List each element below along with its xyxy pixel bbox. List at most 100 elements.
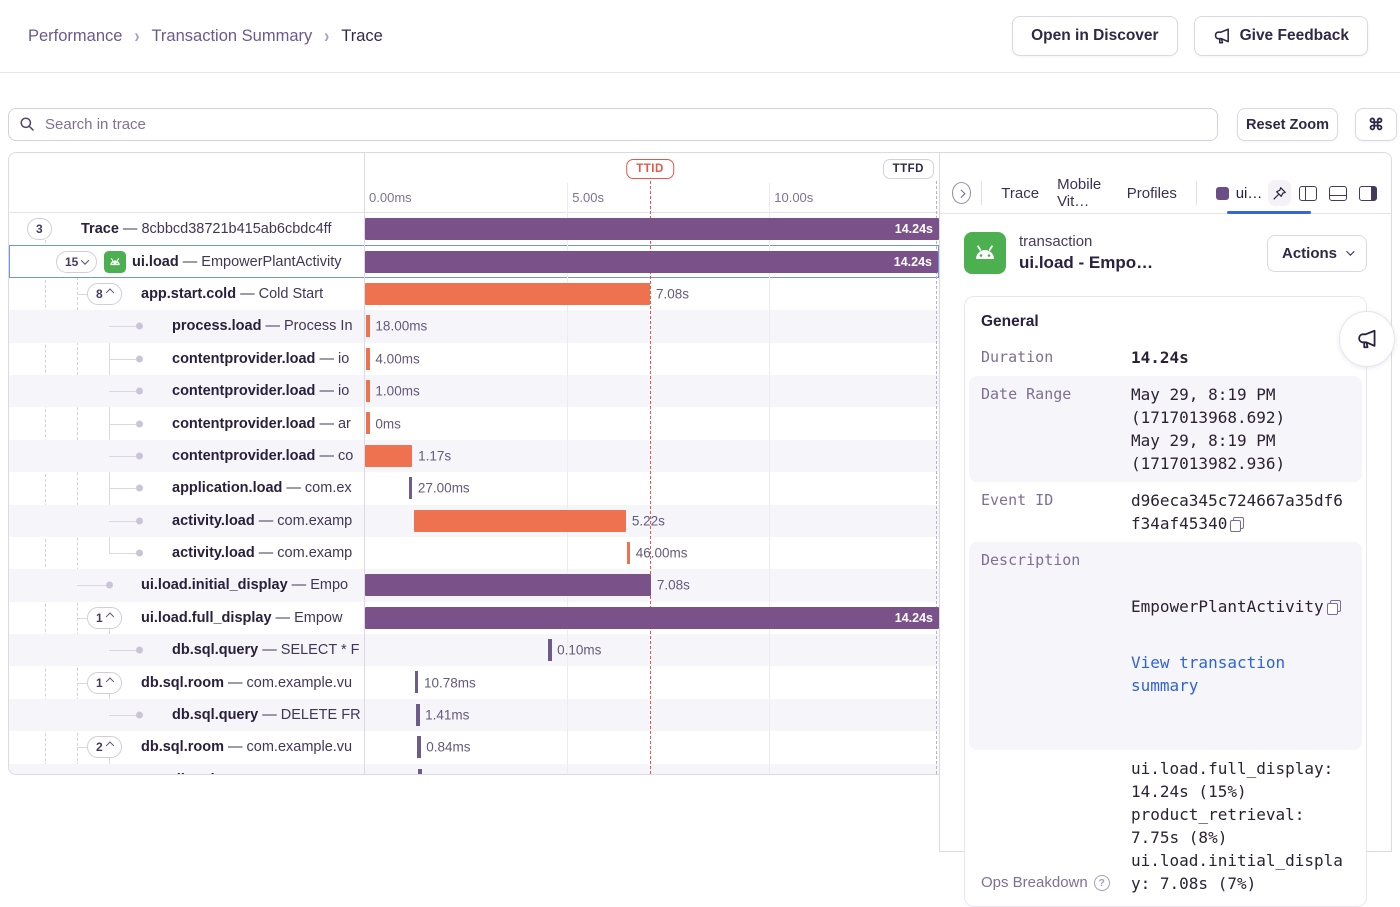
- span-count-badge[interactable]: 1: [87, 606, 122, 629]
- tab-mobile-vit[interactable]: Mobile Vit…: [1057, 176, 1102, 210]
- tab-ui-load-active[interactable]: ui…: [1207, 185, 1269, 202]
- feedback-floating-button[interactable]: [1339, 311, 1395, 367]
- timeline-row[interactable]: 27.00ms: [365, 472, 939, 504]
- span-tick[interactable]: [366, 412, 370, 435]
- timeline-row[interactable]: 1.00ms: [365, 374, 939, 408]
- tree-row[interactable]: 8 app.start.cold — Cold Start: [9, 278, 364, 310]
- trace-waterfall: 3 Trace — 8cbbcd38721b415ab6cbdc4ff 15 ui.l…: [8, 152, 939, 775]
- timeline-row[interactable]: 4.00ms: [365, 343, 939, 375]
- span-count-badge[interactable]: 15: [56, 250, 98, 273]
- timeline-row[interactable]: 14.24s: [365, 213, 939, 245]
- span-bar[interactable]: [414, 509, 626, 532]
- tree-row[interactable]: contentprovider.load — co: [9, 439, 364, 473]
- tree-row[interactable]: 1 ui.load.full_display — Empow: [9, 602, 364, 634]
- give-feedback-button[interactable]: Give Feedback: [1193, 16, 1368, 56]
- detail-panel: Trace Mobile Vit… Profiles ui…: [939, 152, 1395, 907]
- pin-tab-button[interactable]: [1268, 180, 1292, 206]
- tree-row[interactable]: contentprovider.load — io: [9, 343, 364, 375]
- tree-row[interactable]: 15 ui.load — EmpowerPlantActivity: [9, 245, 364, 278]
- copy-icon[interactable]: [1326, 600, 1341, 615]
- span-tick[interactable]: [366, 379, 370, 402]
- span-count-badge[interactable]: 8: [87, 282, 122, 305]
- open-in-discover-button[interactable]: Open in Discover: [1012, 16, 1178, 56]
- timeline-row[interactable]: 46.00ms: [365, 537, 939, 569]
- timeline-row[interactable]: 1.41ms: [365, 698, 939, 732]
- span-bar[interactable]: [365, 444, 413, 467]
- timeline-row[interactable]: 7.08s: [365, 569, 939, 602]
- timeline-row[interactable]: 14.24s: [365, 602, 939, 634]
- span-bar[interactable]: [365, 282, 650, 305]
- tree-row[interactable]: application.load — com.ex: [9, 472, 364, 504]
- open-in-discover-label: Open in Discover: [1031, 27, 1159, 44]
- tree-row[interactable]: activity.load — com.examp: [9, 537, 364, 569]
- view-transaction-summary-link[interactable]: View transaction summary: [1131, 653, 1295, 695]
- tree-row[interactable]: process.load — Process In: [9, 310, 364, 343]
- span-bar[interactable]: 14.24s: [365, 606, 939, 629]
- tree-row[interactable]: db.sql.query — DELETE FR: [9, 698, 364, 732]
- span-count-badge[interactable]: 1: [87, 671, 122, 694]
- actions-button[interactable]: Actions: [1266, 234, 1367, 272]
- span-bar[interactable]: 14.24s: [365, 218, 939, 240]
- span-tick[interactable]: [414, 671, 419, 694]
- span-tick[interactable]: [418, 768, 422, 774]
- tab-profiles[interactable]: Profiles: [1126, 184, 1177, 202]
- timeline-row[interactable]: 0.10ms: [365, 634, 939, 667]
- layout-left-panel-icon[interactable]: [1299, 185, 1318, 201]
- span-tick[interactable]: [548, 639, 552, 662]
- tree-row[interactable]: 3 Trace — 8cbbcd38721b415ab6cbdc4ff: [9, 213, 364, 245]
- tree-row[interactable]: activity.load — com.examp: [9, 504, 364, 537]
- description-row: Description EmpowerPlantActivity View tr…: [969, 542, 1362, 750]
- span-tick[interactable]: [626, 541, 631, 564]
- tree-row[interactable]: ui.load.initial_display — Empo: [9, 569, 364, 602]
- tree-row[interactable]: db.sql.query — INSERT OR: [9, 763, 364, 774]
- timeline-row[interactable]: 0ms: [365, 407, 939, 439]
- tree-row[interactable]: 1 db.sql.room — com.example.vu: [9, 666, 364, 698]
- span-tick[interactable]: [366, 347, 370, 370]
- ttfd-badge[interactable]: TTFD: [882, 159, 934, 179]
- span-bar[interactable]: 14.24s: [365, 251, 938, 274]
- duration-label: 14.24s: [894, 222, 933, 236]
- tree-connector: [77, 617, 87, 619]
- span-label: ui.load.full_display — Empow: [141, 609, 343, 626]
- layout-right-panel-icon[interactable]: [1359, 185, 1378, 201]
- search-input[interactable]: [8, 108, 1218, 141]
- timeline-pane: TTID TTFD 0.00ms 5.00s 10.00s 14.24s 14.24s…: [365, 153, 939, 774]
- expand-panel-button[interactable]: [952, 182, 972, 204]
- tab-trace[interactable]: Trace: [1001, 184, 1040, 202]
- span-tick[interactable]: [417, 736, 421, 759]
- tree-row[interactable]: db.sql.query — SELECT * F: [9, 634, 364, 667]
- reset-zoom-button[interactable]: Reset Zoom: [1237, 108, 1338, 141]
- tree-row[interactable]: 2 db.sql.room — com.example.vu: [9, 731, 364, 763]
- breadcrumb-performance[interactable]: Performance: [28, 26, 123, 45]
- duration-label: 46.00ms: [635, 545, 688, 561]
- timeline-row[interactable]: 1.17s: [365, 439, 939, 473]
- timeline-row[interactable]: 0.84ms: [365, 731, 939, 763]
- timeline-header: TTID TTFD 0.00ms 5.00s 10.00s: [365, 153, 939, 213]
- breadcrumb-transaction-summary[interactable]: Transaction Summary: [151, 26, 313, 45]
- timeline-row[interactable]: 10.78ms: [365, 666, 939, 698]
- span-count-badge[interactable]: 2: [87, 736, 122, 759]
- timeline-row[interactable]: 14.24s: [365, 245, 939, 278]
- tree-row[interactable]: contentprovider.load — ar: [9, 407, 364, 439]
- span-count-badge[interactable]: 3: [27, 218, 52, 241]
- ttid-badge[interactable]: TTID: [626, 159, 674, 179]
- timeline-row[interactable]: 0.70ms: [365, 763, 939, 774]
- tree-row[interactable]: contentprovider.load — io: [9, 374, 364, 408]
- span-tick[interactable]: [416, 703, 420, 726]
- timeline-rows: 14.24s 14.24s 7.08s 18.00ms 4.00ms 1.00ms 0ms 1…: [365, 213, 939, 774]
- span-bar[interactable]: [365, 574, 651, 597]
- timeline-row[interactable]: 18.00ms: [365, 310, 939, 343]
- layout-bottom-panel-icon[interactable]: [1329, 185, 1348, 201]
- timeline-row[interactable]: 7.08s: [365, 278, 939, 310]
- timeline-row[interactable]: 5.22s: [365, 504, 939, 537]
- copy-icon[interactable]: [1230, 517, 1245, 532]
- duration-label: 18.00ms: [375, 318, 428, 334]
- span-tick[interactable]: [408, 477, 413, 500]
- tree-guide-line: [109, 618, 110, 650]
- span-tick[interactable]: [366, 315, 370, 338]
- shortcut-command-button[interactable]: ⌘: [1355, 108, 1397, 141]
- tree-rows: 3 Trace — 8cbbcd38721b415ab6cbdc4ff 15 ui.l…: [9, 213, 364, 774]
- span-dot-icon: [136, 711, 143, 719]
- help-icon[interactable]: ?: [1093, 874, 1110, 891]
- span-dot-icon: [136, 355, 143, 363]
